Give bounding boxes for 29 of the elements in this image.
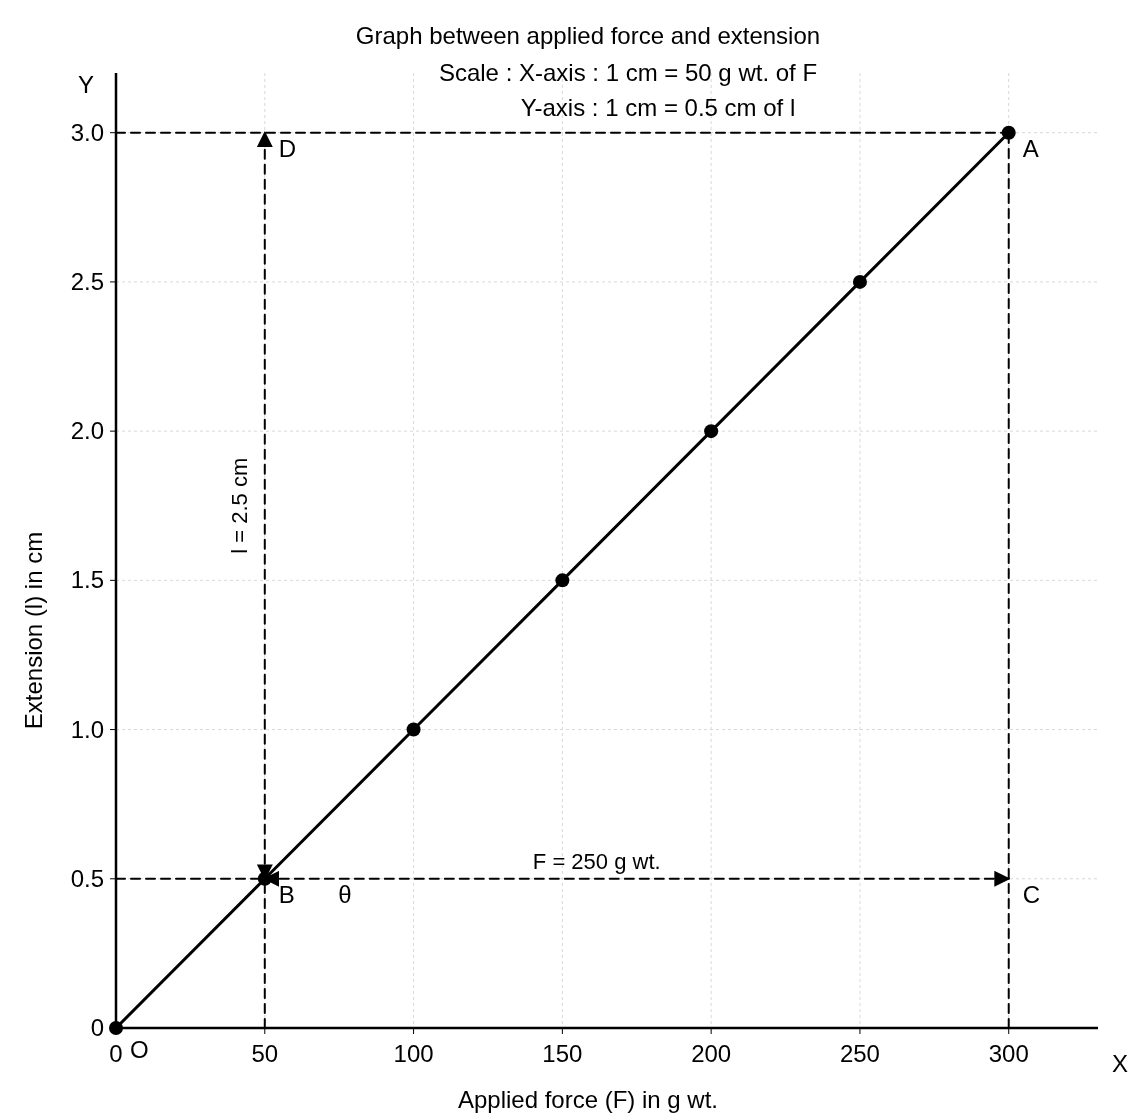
text: Y (77, 71, 95, 98)
x-tick-label: 150 (542, 1040, 583, 1067)
y-tick-label: 3.0 (70, 118, 104, 146)
x-tick-label: 0 (109, 1040, 123, 1067)
y-axis-title: Extension (l) in cm (20, 531, 47, 730)
annotation: A (1022, 134, 1039, 162)
x-tick-label: 50 (251, 1040, 279, 1067)
y-tick-label: 0.5 (70, 864, 104, 892)
x-tick-label: 200 (691, 1040, 732, 1067)
series-label: F = 250 g wt. (532, 848, 661, 874)
annotation: D (278, 134, 297, 162)
annotation: O (130, 1036, 149, 1063)
y-tick-label: 2.0 (70, 417, 104, 445)
annotation: C (1022, 880, 1041, 908)
y-tick-label: 1.0 (70, 715, 104, 743)
x-tick-label: 250 (839, 1040, 880, 1067)
x-tick-label: 100 (393, 1040, 434, 1067)
annotation: Y-axis : 1 cm = 0.5 cm of l (520, 94, 796, 121)
chart-title: Graph between applied force and extension (355, 22, 821, 49)
y-tick-label: 0 (90, 1014, 104, 1041)
annotation: B (278, 880, 295, 908)
y-tick-label: 1.5 (70, 566, 104, 594)
annotation: θ (338, 880, 352, 908)
y-tick-label: 2.5 (70, 267, 104, 295)
x-tick-label: 300 (988, 1040, 1029, 1067)
text: l = 2.5 cm (226, 457, 252, 554)
text: X (1112, 1050, 1128, 1077)
x-axis-title: Applied force (F) in g wt. (457, 1086, 719, 1113)
chart-subtitle: Scale : X-axis : 1 cm = 50 g wt. of F (438, 59, 818, 86)
